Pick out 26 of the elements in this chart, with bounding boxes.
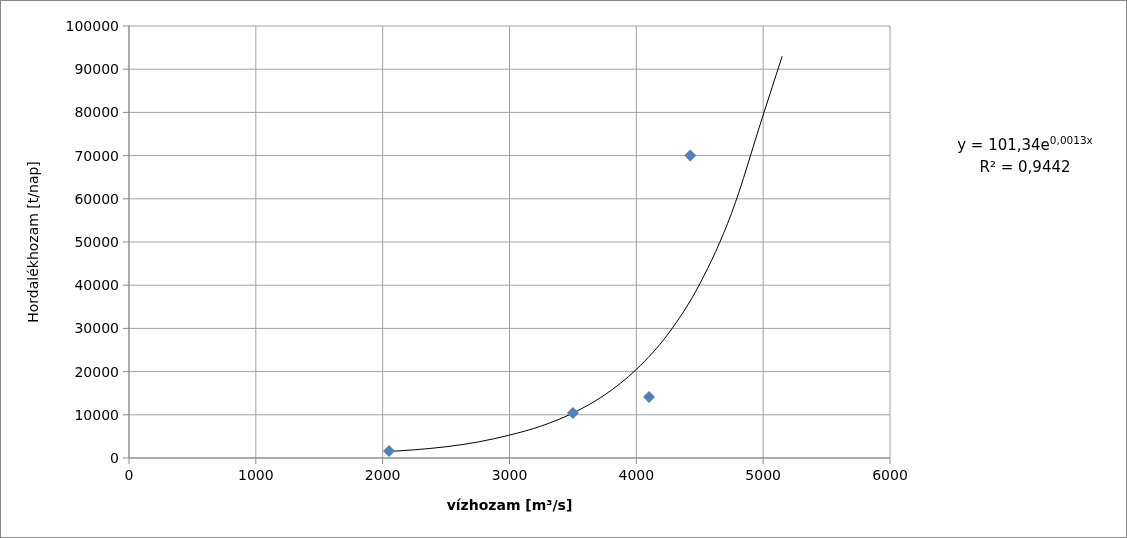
x-tick-label: 3000: [491, 467, 528, 483]
y-tick-label: 40000: [74, 277, 119, 294]
point: [566, 407, 579, 420]
y-tick-label: 50000: [74, 233, 119, 250]
x-tick-label: 5000: [745, 467, 781, 483]
y-tick-label: 20000: [74, 363, 119, 380]
point: [684, 149, 697, 162]
y-tick-label: 90000: [74, 61, 119, 78]
point: [383, 445, 396, 458]
x-tick-label: 0: [124, 467, 134, 483]
text: y = 101,34e$^{0,0013x}$: [957, 134, 1093, 154]
text: R² = 0,9442: [979, 158, 1071, 176]
x-axis-title: vízhozam [m³/s]: [446, 497, 573, 513]
point: [643, 391, 656, 404]
x-tick-label: 6000: [872, 467, 908, 483]
y-tick-label: 100000: [65, 17, 119, 34]
y-axis-title: Hordalékhozam [t/nap]: [25, 161, 41, 323]
y-tick-label: 10000: [74, 406, 119, 423]
x-tick-label: 4000: [618, 467, 655, 483]
y-tick-label: 0: [110, 449, 119, 466]
y-tick-label: 70000: [74, 147, 119, 164]
y-tick-label: 60000: [74, 190, 119, 207]
y-tick-label: 30000: [74, 320, 119, 337]
x-tick-label: 1000: [238, 467, 274, 483]
y-tick-label: 80000: [74, 104, 119, 121]
x-tick-label: 2000: [364, 467, 401, 483]
